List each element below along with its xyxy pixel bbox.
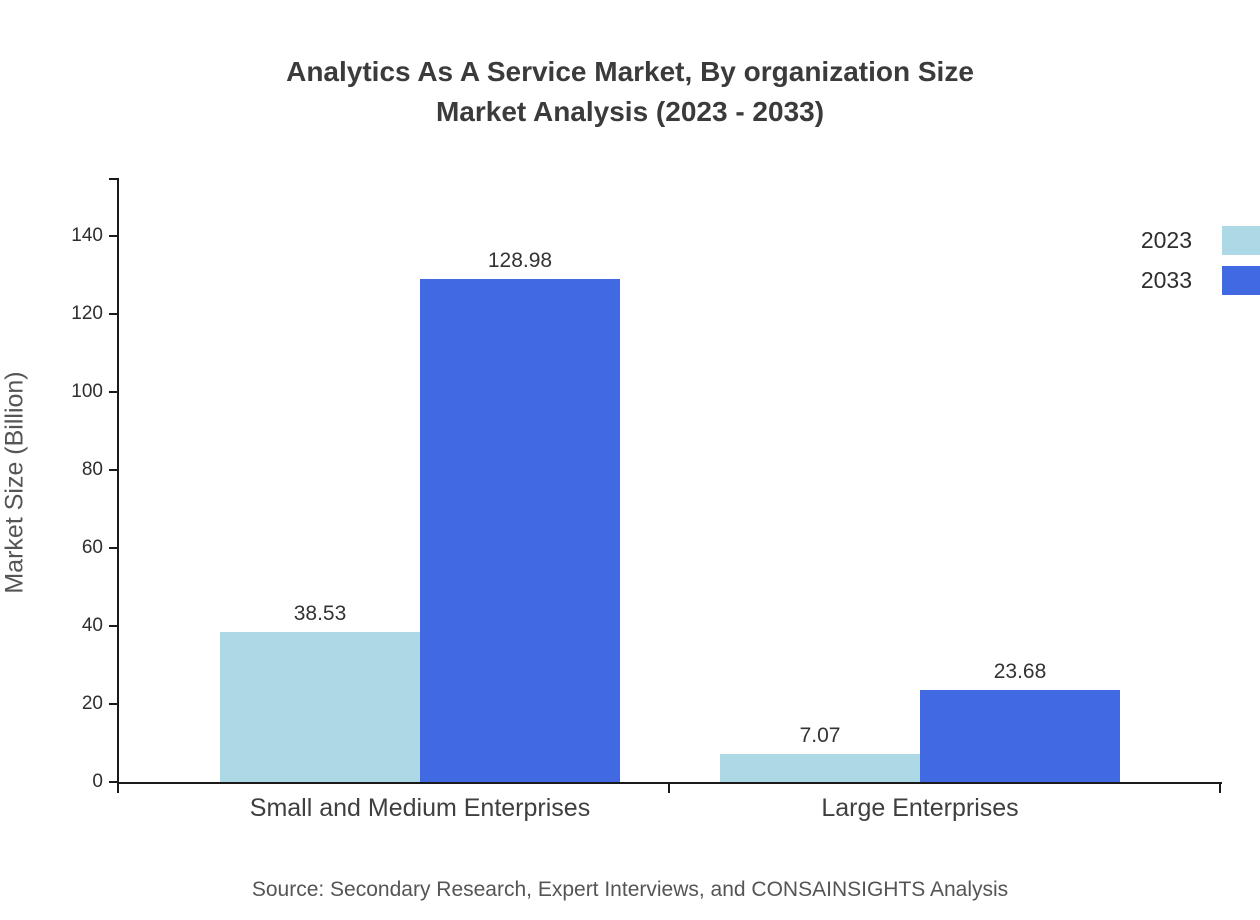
y-tick-mark [109, 703, 118, 706]
bar-2033-1 [420, 279, 620, 782]
chart-title-block: Analytics As A Service Market, By organi… [0, 52, 1260, 132]
y-tick-label: 100 [71, 381, 103, 403]
y-axis-label: Market Size (Billion) [0, 371, 29, 594]
y-tick-mark [109, 313, 118, 316]
bar-value-label: 128.98 [487, 249, 553, 273]
legend-row-2033: 2033 [1141, 260, 1260, 300]
bar-2033-2 [920, 689, 1120, 782]
legend: 2023 2033 [1141, 220, 1260, 300]
y-tick-label: 20 [81, 693, 103, 715]
legend-label: 2023 [1140, 226, 1192, 253]
x-tick-mark [117, 784, 119, 793]
y-tick-label: 140 [71, 225, 103, 247]
legend-row-2023: 2023 [1141, 220, 1260, 260]
y-tick-label: 120 [71, 303, 103, 325]
y-tick-label: 0 [92, 771, 103, 792]
legend-swatch-icon [1222, 225, 1260, 255]
y-axis-end-tick [109, 178, 118, 180]
x-tick-mark [1219, 784, 1221, 793]
bar-value-label: 23.68 [993, 659, 1047, 683]
legend-swatch-icon [1222, 265, 1260, 295]
chart-title: Analytics As A Service Market, By organi… [286, 56, 974, 87]
y-tick-mark [109, 235, 118, 238]
bar-value-label: 38.53 [293, 601, 347, 625]
legend-label: 2033 [1140, 266, 1192, 293]
y-tick-mark [109, 391, 118, 394]
y-tick-mark [109, 469, 118, 472]
x-axis-line [117, 782, 1222, 784]
y-tick-mark [109, 781, 118, 783]
y-tick-label: 40 [81, 615, 103, 637]
y-tick-mark [109, 625, 118, 628]
bar-value-label: 7.07 [799, 724, 841, 748]
source-caption: Source: Secondary Research, Expert Inter… [251, 878, 1009, 901]
y-tick-label: 80 [81, 459, 103, 481]
bar-2023-2 [720, 754, 920, 782]
x-category-label: Small and Medium Enterprises [249, 794, 591, 822]
x-category-label: Large Enterprises [821, 794, 1019, 822]
y-tick-mark [109, 547, 118, 550]
bar-2023-1 [220, 631, 420, 782]
x-tick-mark [668, 784, 670, 793]
y-axis-line [117, 178, 119, 784]
y-tick-label: 60 [81, 537, 103, 559]
chart-subtitle: Market Analysis (2023 - 2033) [435, 96, 825, 127]
